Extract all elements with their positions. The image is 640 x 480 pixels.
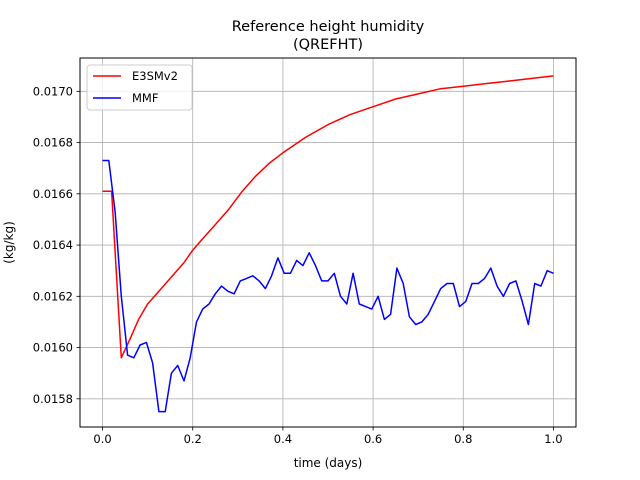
x-axis-label: time (days) bbox=[294, 456, 363, 470]
x-tick-label: 0.6 bbox=[364, 432, 382, 446]
grid-lines bbox=[80, 58, 576, 427]
x-tick-label: 0.0 bbox=[93, 432, 111, 446]
series-line-mmf bbox=[102, 159, 554, 413]
x-tick-label: 0.2 bbox=[184, 432, 202, 446]
y-axis-ticks: 0.0158 0.0160 0.0162 0.0164 0.0166 0.0168 0.01… bbox=[33, 84, 80, 406]
series-line-e3smv2 bbox=[102, 75, 554, 359]
y-tick-label: 0.0160 bbox=[33, 341, 73, 355]
y-axis-label: (kg/kg) bbox=[2, 221, 16, 264]
y-tick-label: 0.0166 bbox=[33, 187, 73, 201]
y-tick-label: 0.0164 bbox=[33, 238, 73, 252]
plot-frame bbox=[79, 57, 577, 428]
x-axis-ticks: 0.0 0.2 0.4 0.6 0.8 1.0 bbox=[93, 427, 563, 446]
chart-title: Reference height humidity bbox=[232, 19, 425, 35]
x-tick-label: 1.0 bbox=[544, 432, 562, 446]
x-tick-label: 0.4 bbox=[274, 432, 292, 446]
chart-subtitle: (QREFHT) bbox=[293, 37, 363, 53]
series-lines bbox=[102, 75, 554, 413]
y-tick-label: 0.0168 bbox=[33, 136, 73, 150]
y-tick-label: 0.0158 bbox=[33, 392, 73, 406]
x-tick-label: 0.8 bbox=[454, 432, 472, 446]
y-tick-label: 0.0162 bbox=[33, 289, 73, 303]
legend-label-mmf: MMF bbox=[132, 91, 158, 105]
legend: E3SMv2 MMF bbox=[86, 64, 193, 111]
legend-label-e3smv2: E3SMv2 bbox=[132, 69, 178, 83]
y-tick-label: 0.0170 bbox=[33, 84, 73, 98]
